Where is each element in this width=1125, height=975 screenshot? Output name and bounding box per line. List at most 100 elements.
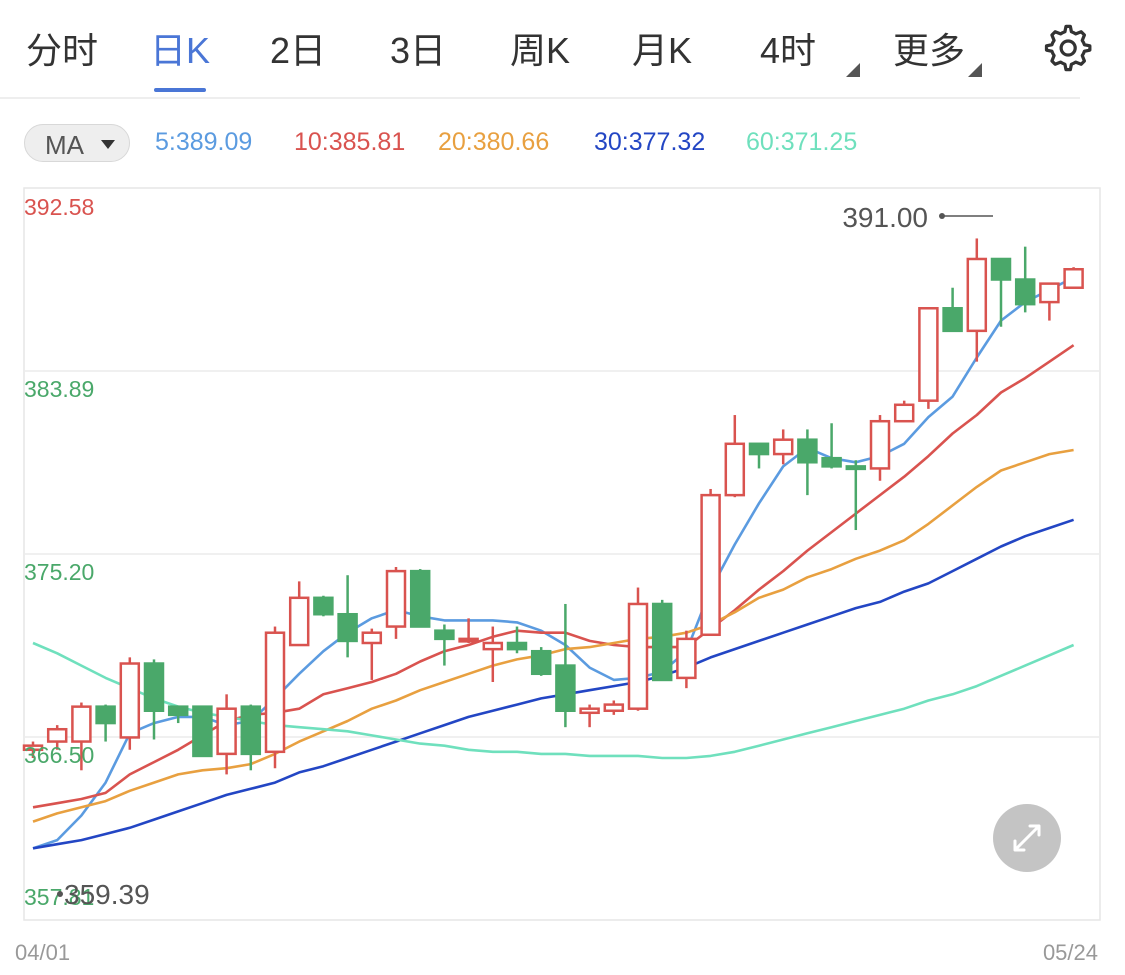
- candle: [772, 429, 794, 465]
- candles: [22, 238, 1084, 775]
- candle: [676, 630, 697, 689]
- tabs-divider: [0, 97, 1080, 99]
- candle: [95, 704, 116, 742]
- candle-body-up: [724, 442, 746, 497]
- candle: [264, 626, 286, 769]
- ma30-line: [32, 518, 1075, 850]
- candle-body-up: [71, 705, 92, 743]
- tab-more-dropdown-icon: [968, 63, 982, 77]
- candle-body-up: [264, 631, 286, 754]
- ma30-value: 30:377.32: [594, 128, 706, 156]
- candle: [458, 618, 479, 643]
- candle: [167, 705, 189, 724]
- candle: [821, 423, 842, 469]
- candle-body-up: [482, 641, 504, 651]
- y-tick-label: 392.58: [24, 194, 94, 220]
- candle-body-down: [821, 456, 842, 468]
- candle-body-down: [337, 612, 358, 643]
- candle-body-down: [990, 257, 1012, 281]
- candle-body-up: [1039, 282, 1060, 304]
- candle: [385, 567, 407, 639]
- candle-body-up: [1063, 267, 1084, 289]
- low-marker-dot: [57, 891, 63, 897]
- candle: [216, 694, 237, 775]
- candle-body-down: [748, 442, 770, 456]
- candle-body-up: [869, 419, 891, 470]
- period-tabs: 分时 日K 2日 3日 周K 月K 4时 更多: [0, 0, 1125, 98]
- candle-body-up: [579, 707, 600, 715]
- caret-down-icon: [101, 140, 115, 149]
- candle-body-down: [143, 662, 165, 712]
- candle: [555, 603, 576, 728]
- annotations: 391.00 359.39: [57, 202, 993, 910]
- candle: [506, 626, 528, 654]
- tab-2day[interactable]: 2日: [269, 30, 327, 71]
- tab-4hour[interactable]: 4时: [759, 30, 817, 71]
- candle: [579, 704, 600, 728]
- candle: [46, 725, 68, 750]
- candle: [724, 415, 746, 498]
- candle-body-up: [22, 744, 44, 752]
- x-label-end: 05/24: [1043, 940, 1098, 965]
- tab-day-k[interactable]: 日K: [140, 22, 220, 92]
- candle-body-down: [506, 641, 528, 651]
- candle: [869, 415, 891, 481]
- candle-body-down: [942, 307, 963, 333]
- ma10-line: [32, 344, 1075, 809]
- candle-body-down: [313, 596, 334, 616]
- y-tick-label: 383.89: [24, 376, 94, 402]
- tab-week-k[interactable]: 周K: [509, 30, 570, 71]
- candle-body-down: [434, 629, 455, 641]
- candle-body-up: [288, 596, 310, 647]
- candle: [409, 569, 431, 628]
- tab-fenshi[interactable]: 分时: [25, 30, 98, 71]
- candle: [288, 581, 310, 647]
- candle-body-up: [216, 707, 237, 756]
- candle: [482, 626, 504, 682]
- candle-body-down: [797, 438, 818, 464]
- gear-icon[interactable]: [1040, 22, 1092, 74]
- candle: [990, 257, 1012, 327]
- tab-more[interactable]: 更多: [892, 30, 965, 71]
- candle: [143, 659, 165, 740]
- candle-body-up: [458, 637, 479, 643]
- high-price-label: 391.00: [842, 202, 928, 233]
- ma-lines: [32, 276, 1075, 850]
- tab-3day[interactable]: 3日: [389, 30, 447, 71]
- candle: [361, 628, 383, 680]
- candle: [71, 702, 92, 771]
- candle: [530, 647, 552, 676]
- candle-body-up: [966, 257, 988, 333]
- candle-body-down: [409, 569, 431, 628]
- candle-body-down: [240, 705, 262, 756]
- candlestick-chart[interactable]: 392.58 383.89 375.20 366.50 357.81 391.00 359…: [0, 180, 1125, 975]
- ma-legend: MA 5:389.09 10:385.81 20:380.66 30:377.3…: [0, 120, 1125, 168]
- tab-month-k[interactable]: 月K: [631, 30, 692, 71]
- candle: [240, 704, 262, 771]
- candle: [797, 429, 818, 496]
- candle-body-up: [603, 703, 625, 712]
- ma60-value: 60:371.25: [746, 128, 858, 156]
- ma-selector-label: MA: [45, 130, 84, 160]
- ma-indicator-selector[interactable]: MA: [24, 124, 130, 162]
- x-label-start: 04/01: [15, 940, 70, 965]
- fullscreen-button[interactable]: [993, 804, 1061, 872]
- candle: [748, 442, 770, 469]
- ma5-value: 5:389.09: [155, 128, 253, 156]
- candle-body-down: [167, 705, 189, 717]
- candle-body-down: [845, 465, 867, 471]
- ma5-line: [32, 276, 1075, 850]
- candle-body-up: [627, 602, 649, 710]
- y-tick-label: 366.50: [24, 742, 94, 768]
- candle: [192, 705, 213, 758]
- candle: [22, 741, 44, 758]
- candle-body-up: [772, 438, 794, 456]
- candle-body-down: [555, 664, 576, 712]
- candle: [918, 307, 939, 409]
- candle-body-down: [95, 705, 116, 725]
- candle: [966, 238, 988, 362]
- candle-body-up: [385, 569, 407, 628]
- candle: [627, 587, 649, 711]
- candle: [651, 599, 673, 682]
- candle: [1063, 267, 1084, 289]
